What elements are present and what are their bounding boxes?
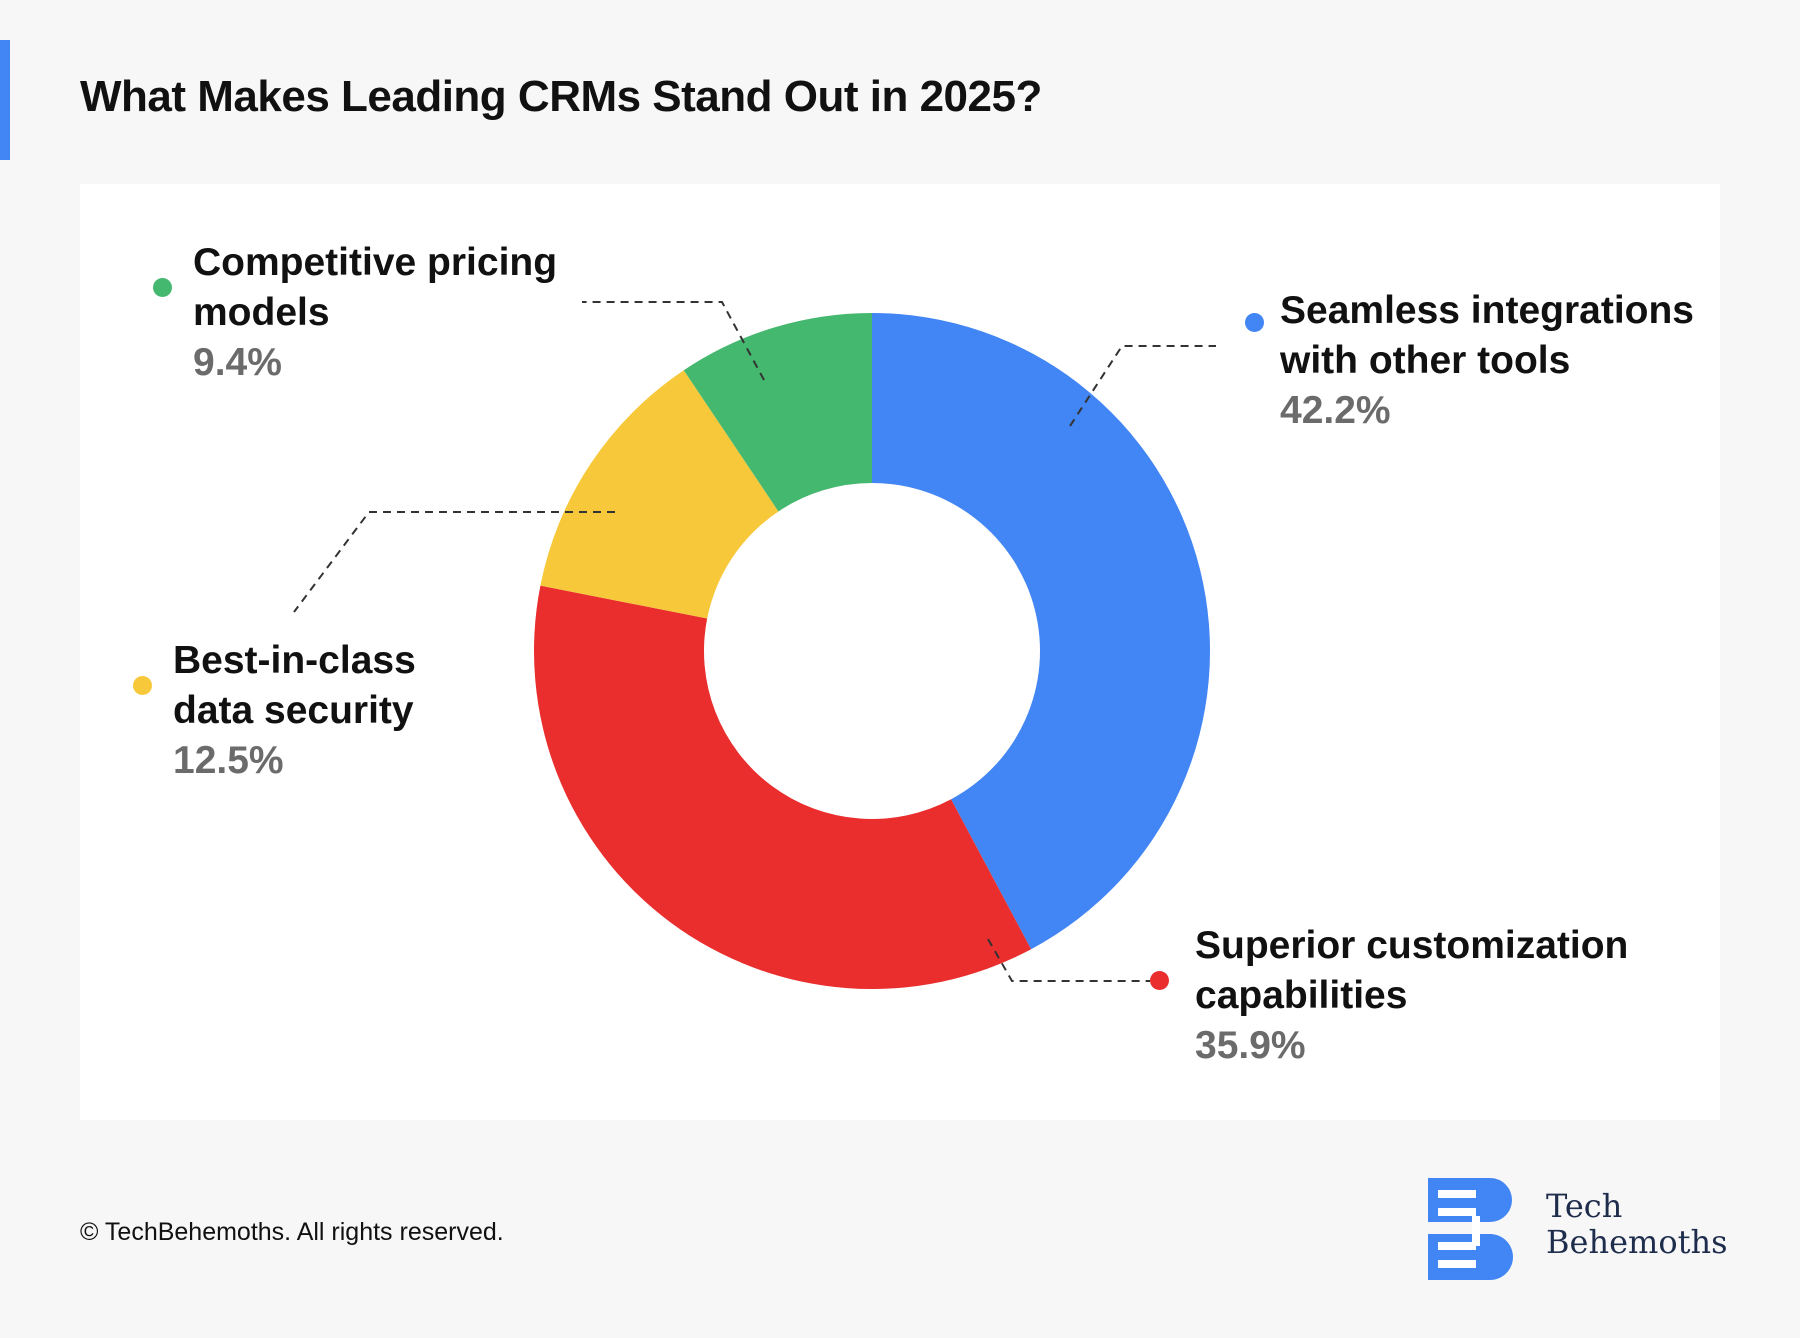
leader-lines xyxy=(293,301,1216,982)
logo-text-line1: Tech xyxy=(1546,1187,1623,1225)
legend-label: capabilities xyxy=(1195,974,1408,1017)
donut-chart xyxy=(293,301,1216,989)
chart-card: Seamless integrations with other tools 4… xyxy=(80,184,1720,1120)
leader-line-integrations xyxy=(1069,345,1216,427)
legend-label: with other tools xyxy=(1280,339,1571,382)
legend-dot-blue xyxy=(1245,313,1264,332)
logo-text: Tech Behemoths xyxy=(1546,1188,1728,1260)
legend-value: 42.2% xyxy=(1280,389,1391,432)
legend-label: Competitive pricing xyxy=(193,241,558,284)
page-title: What Makes Leading CRMs Stand Out in 202… xyxy=(80,72,1042,121)
techbehemoths-logo-icon xyxy=(1428,1178,1513,1280)
legend-value: 12.5% xyxy=(173,739,284,782)
leader-line-customization xyxy=(987,938,1150,982)
donut-slice-3 xyxy=(683,313,872,512)
legend-label: Best-in-class xyxy=(173,639,416,682)
donut-slice-2 xyxy=(540,370,779,619)
logo-text-line2: Behemoths xyxy=(1546,1223,1728,1261)
legend-dot-red xyxy=(1150,971,1169,990)
legend-value: 35.9% xyxy=(1195,1024,1306,1067)
donut-slice-0 xyxy=(872,313,1210,950)
legend-label: Superior customization xyxy=(1195,924,1629,967)
legend-dot-yellow xyxy=(133,676,152,695)
legend-label: Seamless integrations xyxy=(1280,289,1694,332)
legend-label: data security xyxy=(173,689,414,732)
legend-label: models xyxy=(193,291,330,334)
leader-line-security xyxy=(293,511,615,613)
legend-value: 9.4% xyxy=(193,341,282,384)
leader-line-pricing xyxy=(582,301,765,381)
donut-slice-1 xyxy=(534,585,1032,989)
legend-dot-green xyxy=(153,278,172,297)
accent-bar xyxy=(0,40,10,160)
footer-copyright: © TechBehemoths. All rights reserved. xyxy=(80,1218,504,1246)
donut-slices xyxy=(534,313,1210,989)
